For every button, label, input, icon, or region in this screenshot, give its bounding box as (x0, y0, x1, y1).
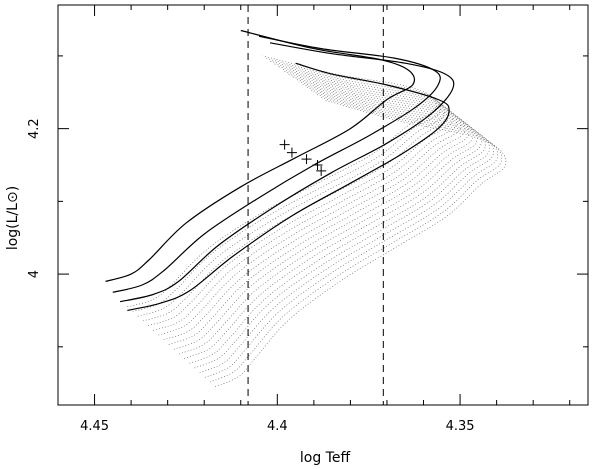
x-tick-label: 4.45 (80, 419, 109, 434)
y-tick-label: 4.2 (27, 118, 42, 139)
dotted-track (127, 55, 437, 308)
dotted-track (168, 76, 470, 345)
solid-track (127, 62, 450, 312)
y-axis-title: log(L/L⊙) (5, 186, 21, 250)
plus-marker (301, 154, 312, 165)
dotted-track (194, 89, 490, 369)
dotted-track (199, 91, 494, 373)
dotted-track (148, 66, 454, 326)
plus-marker (312, 160, 323, 170)
dotted-track (153, 68, 458, 331)
plus-markers (279, 139, 327, 176)
dotted-track (132, 58, 441, 312)
plot-frame (57, 4, 589, 406)
solid-track (112, 35, 441, 293)
axis-ticks (58, 5, 588, 405)
x-tick-label: 4.4 (267, 419, 288, 434)
solid-track (119, 42, 455, 303)
dotted-evolutionary-tracks (127, 55, 507, 388)
tick-labels: 4.45 4.4 4.35 4 4.2 (27, 118, 475, 434)
dotted-track (173, 78, 474, 350)
dotted-track (158, 71, 462, 336)
solid-evolutionary-tracks (105, 29, 455, 312)
x-tick-label: 4.35 (446, 419, 475, 434)
vertical-dashed-lines (247, 5, 384, 405)
plus-marker (286, 147, 297, 158)
plus-marker (316, 165, 327, 176)
y-tick-label: 4 (27, 270, 42, 278)
x-axis-title: log Teff (300, 450, 351, 466)
dotted-track (189, 86, 486, 364)
dotted-track (163, 73, 466, 341)
dotted-track (184, 84, 482, 359)
solid-track (105, 29, 416, 282)
plus-marker (279, 139, 290, 150)
dotted-track (137, 60, 445, 317)
dotted-track (142, 63, 449, 322)
dotted-track (178, 81, 478, 355)
